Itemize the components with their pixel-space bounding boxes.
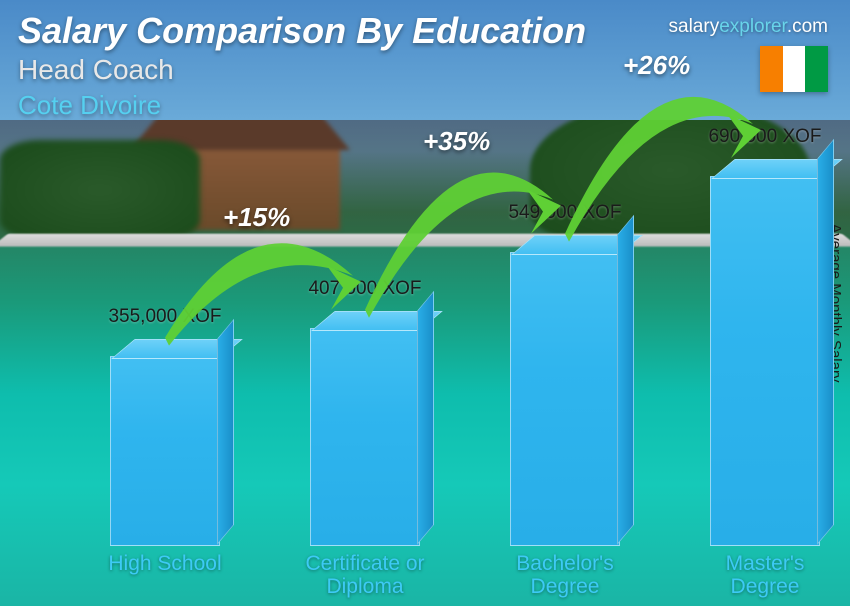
content-layer: Salary Comparison By Education Head Coac… xyxy=(0,0,850,606)
increase-percent-label: +26% xyxy=(623,50,690,81)
chart-subtitle: Head Coach xyxy=(18,54,174,86)
brand-part1: salary xyxy=(669,16,720,37)
brand-part3: .com xyxy=(787,16,828,37)
increase-arrow xyxy=(35,116,815,596)
flag-stripe-3 xyxy=(805,46,828,92)
flag-stripe-1 xyxy=(760,46,783,92)
flag-stripe-2 xyxy=(783,46,806,92)
flag-icon xyxy=(760,46,828,92)
chart-title: Salary Comparison By Education xyxy=(18,10,586,52)
brand-text: salaryexplorer.com xyxy=(669,16,828,38)
bar-chart: 355,000 XOFHigh School407,000 XOFCertifi… xyxy=(35,116,815,596)
brand-part2: explorer xyxy=(719,16,787,37)
